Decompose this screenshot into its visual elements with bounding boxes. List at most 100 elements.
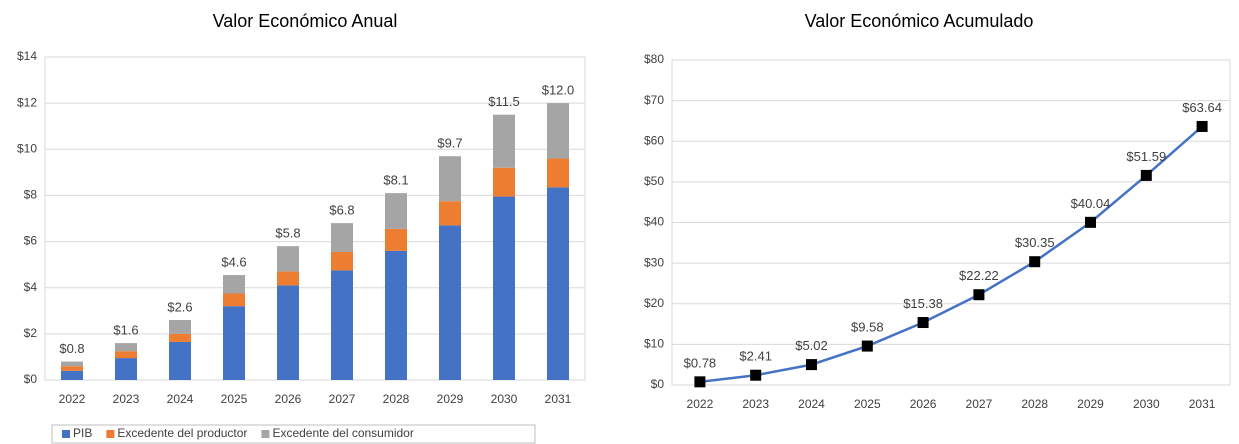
y-tick-label: $14: [17, 49, 37, 63]
x-tick-label: 2028: [1021, 397, 1048, 411]
value-label: $40.04: [1071, 196, 1111, 211]
x-tick-label: 2024: [167, 392, 194, 406]
value-label: $0.78: [684, 355, 717, 370]
x-tick-label: 2026: [910, 397, 937, 411]
x-tick-label: 2024: [798, 397, 825, 411]
marker: [806, 359, 817, 371]
total-label: $11.5: [488, 94, 520, 109]
bar-segment: [223, 293, 245, 307]
bar-segment: [331, 270, 353, 380]
x-tick-label: 2026: [275, 392, 302, 406]
x-tick-label: 2023: [742, 397, 769, 411]
bar-segment: [331, 223, 353, 252]
bar-segment: [331, 251, 353, 271]
value-label: $22.22: [959, 268, 999, 283]
bar-segment: [61, 370, 83, 380]
line: [699, 125, 1203, 384]
chart-title: Valor Económico Anual: [213, 11, 398, 31]
legend-frame: [51, 424, 536, 444]
bar-segment: [547, 158, 569, 188]
bar-segment: [169, 320, 191, 334]
y-tick-label: $80: [644, 52, 664, 66]
bar-segment: [439, 156, 461, 202]
marker: [1140, 169, 1152, 181]
value-label: $5.02: [795, 338, 828, 353]
x-tick-label: 2031: [545, 392, 572, 406]
bar-segment: [439, 201, 461, 226]
bar-segment: [493, 114, 515, 168]
y-tick-label: $50: [644, 174, 664, 188]
bar-segment: [385, 250, 407, 380]
legend-swatch: [261, 430, 270, 438]
bar-segment: [115, 343, 137, 352]
legend-label: PIB: [73, 426, 92, 440]
legend-swatch: [106, 430, 115, 438]
bar-segment: [61, 366, 83, 371]
marker: [973, 289, 985, 301]
y-tick-label: $10: [644, 337, 664, 351]
bar-segment: [547, 103, 569, 159]
y-tick-label: $2: [24, 326, 38, 340]
total-label: $2.6: [167, 299, 192, 314]
bar-segment: [223, 275, 245, 294]
y-tick-label: $70: [644, 93, 664, 107]
legend-label: Excedente del productor: [117, 426, 247, 440]
total-label: $1.6: [113, 323, 138, 338]
value-label: $30.35: [1015, 235, 1055, 250]
x-tick-label: 2022: [59, 392, 86, 406]
value-label: $15.38: [903, 296, 943, 311]
y-tick-label: $0: [24, 372, 38, 386]
bar-segment: [61, 361, 83, 367]
marker: [861, 340, 873, 352]
total-label: $12.0: [542, 83, 575, 98]
legend-label: Excedente del consumidor: [272, 426, 413, 440]
bar-segment: [223, 306, 245, 380]
bar-segment: [385, 193, 407, 229]
total-label: $6.8: [329, 203, 354, 218]
bar-segment: [385, 228, 407, 251]
x-tick-label: 2029: [437, 392, 464, 406]
value-label: $51.59: [1126, 149, 1166, 164]
y-tick-label: $8: [24, 188, 38, 202]
y-tick-label: $40: [644, 215, 664, 229]
bar-segment: [169, 341, 191, 380]
x-tick-label: 2031: [1189, 397, 1216, 411]
value-label: $9.58: [851, 320, 884, 335]
marker: [1029, 256, 1041, 268]
chart-title: Valor Económico Acumulado: [805, 11, 1034, 31]
x-tick-label: 2023: [113, 392, 140, 406]
x-tick-label: 2030: [491, 392, 518, 406]
marker: [694, 376, 706, 388]
marker: [1196, 120, 1208, 132]
y-tick-label: $20: [644, 296, 664, 310]
x-tick-label: 2030: [1133, 397, 1160, 411]
y-tick-label: $30: [644, 255, 664, 269]
y-tick-label: $60: [644, 133, 664, 147]
x-tick-label: 2022: [687, 397, 714, 411]
total-label: $8.1: [383, 173, 408, 188]
y-tick-label: $10: [17, 141, 37, 155]
x-tick-label: 2029: [1077, 397, 1104, 411]
x-tick-label: 2027: [329, 392, 356, 406]
marker: [917, 317, 929, 329]
bar-segment: [115, 358, 137, 380]
value-label: $2.41: [739, 349, 772, 364]
bar-segment: [439, 225, 461, 380]
value-label: $63.64: [1182, 100, 1222, 115]
total-label: $9.7: [437, 136, 462, 151]
x-tick-label: 2025: [854, 397, 881, 411]
x-tick-label: 2027: [966, 397, 993, 411]
total-label: $0.8: [59, 341, 84, 356]
bar-segment: [547, 187, 569, 380]
marker: [1085, 216, 1096, 228]
x-tick-label: 2025: [221, 392, 248, 406]
bar-segment: [493, 196, 515, 380]
total-label: $5.8: [275, 226, 300, 241]
bar-segment: [115, 351, 137, 359]
y-tick-label: $12: [17, 95, 37, 109]
x-tick-label: 2028: [383, 392, 410, 406]
bar-segment: [277, 285, 299, 380]
total-label: $4.6: [221, 254, 246, 269]
bar-segment: [493, 167, 515, 197]
